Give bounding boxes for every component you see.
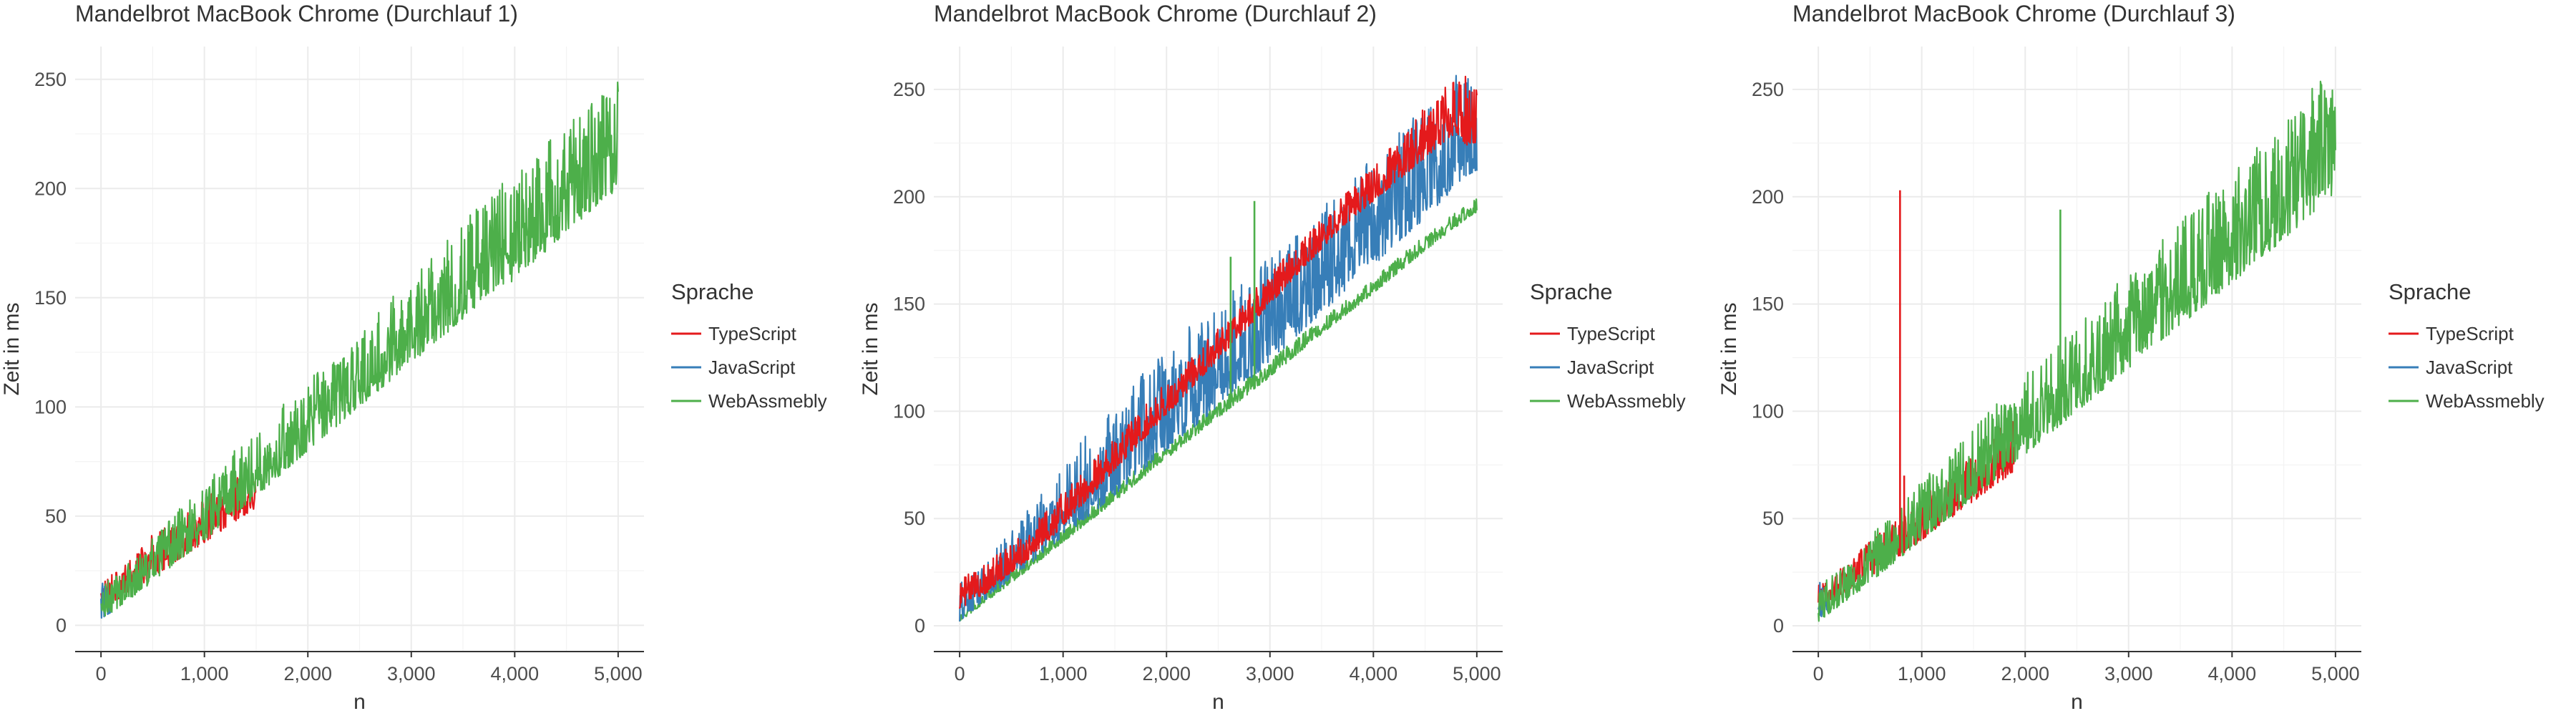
x-tick-label: 5,000 — [1453, 663, 1501, 684]
series-line-webassmebly — [100, 81, 619, 617]
chart-title: Mandelbrot MacBook Chrome (Durchlauf 1) — [75, 1, 518, 26]
x-tick-label: 4,000 — [1350, 663, 1398, 684]
chart-svg: Mandelbrot MacBook Chrome (Durchlauf 1) 0… — [0, 1, 827, 714]
x-tick-label: 2,000 — [283, 663, 332, 684]
legend-label-typescript: TypeScript — [2426, 323, 2514, 344]
y-tick-label: 0 — [1773, 615, 1784, 637]
x-tick-label: 4,000 — [491, 663, 540, 684]
y-tick-label: 0 — [56, 614, 67, 636]
legend-label-javascript: JavaScript — [708, 357, 796, 378]
chart-title: Mandelbrot MacBook Chrome (Durchlauf 2) — [934, 1, 1377, 26]
legend-label-javascript: JavaScript — [2426, 357, 2513, 378]
x-tick-label: 0 — [1813, 663, 1824, 684]
legend-title: Sprache — [1530, 279, 1612, 304]
y-tick-label: 50 — [45, 505, 67, 527]
y-tick-label: 50 — [904, 508, 925, 529]
chart-svg: Mandelbrot MacBook Chrome (Durchlauf 3) 0… — [1717, 1, 2545, 714]
x-tick-label: 0 — [955, 663, 965, 684]
legend-label-typescript: TypeScript — [708, 323, 797, 344]
y-tick-label: 250 — [34, 69, 67, 90]
legend: Sprache TypeScript JavaScript WebAssmebly — [1530, 279, 1686, 412]
legend-label-javascript: JavaScript — [1567, 357, 1654, 378]
x-tick-label: 5,000 — [2311, 663, 2360, 684]
x-tick-label: 5,000 — [594, 663, 643, 684]
panel-run-1: Mandelbrot MacBook Chrome (Durchlauf 1) 0… — [0, 0, 859, 716]
legend-title: Sprache — [671, 279, 753, 304]
x-tick-label: 0 — [96, 663, 107, 684]
legend-label-webassmebly: WebAssmebly — [708, 390, 827, 412]
chart-svg: Mandelbrot MacBook Chrome (Durchlauf 2) 0… — [859, 1, 1686, 714]
y-tick-label: 200 — [893, 186, 925, 208]
y-axis-title: Zeit in ms — [859, 302, 882, 395]
legend-label-typescript: TypeScript — [1567, 323, 1656, 344]
y-tick-label: 150 — [1752, 294, 1784, 315]
legend: Sprache TypeScript JavaScript WebAssmebly — [671, 279, 827, 412]
y-tick-label: 250 — [893, 79, 925, 100]
panel-run-2: Mandelbrot MacBook Chrome (Durchlauf 2) 0… — [859, 0, 1717, 716]
x-tick-label: 4,000 — [2208, 663, 2257, 684]
x-tick-label: 3,000 — [387, 663, 436, 684]
x-tick-label: 3,000 — [2104, 663, 2153, 684]
x-axis-title: n — [1212, 690, 1224, 714]
y-axis-title: Zeit in ms — [0, 302, 24, 395]
series-line-typescript — [959, 75, 1478, 609]
x-tick-label: 2,000 — [1142, 663, 1191, 684]
y-tick-label: 200 — [1752, 186, 1784, 208]
y-tick-label: 100 — [34, 396, 67, 417]
series-line-webassmebly — [959, 198, 1478, 622]
y-tick-label: 200 — [34, 178, 67, 199]
legend-label-webassmebly: WebAssmebly — [1567, 390, 1686, 412]
x-tick-label: 3,000 — [1246, 663, 1294, 684]
x-tick-label: 1,000 — [1039, 663, 1088, 684]
y-tick-label: 0 — [914, 615, 925, 637]
legend: Sprache TypeScript JavaScript WebAssmebly — [2389, 279, 2545, 412]
y-tick-label: 50 — [1762, 508, 1784, 529]
y-tick-label: 150 — [34, 287, 67, 309]
x-axis-title: n — [2071, 690, 2083, 714]
legend-title: Sprache — [2389, 279, 2471, 304]
panel-run-3: Mandelbrot MacBook Chrome (Durchlauf 3) 0… — [1717, 0, 2576, 716]
grid-lines — [75, 47, 644, 652]
y-tick-label: 250 — [1752, 79, 1784, 100]
y-tick-label: 100 — [893, 400, 925, 422]
x-tick-label: 1,000 — [180, 663, 229, 684]
chart-title: Mandelbrot MacBook Chrome (Durchlauf 3) — [1792, 1, 2235, 26]
y-tick-label: 150 — [893, 294, 925, 315]
y-axis-title: Zeit in ms — [1717, 302, 1741, 395]
y-tick-label: 100 — [1752, 400, 1784, 422]
x-axis-title: n — [353, 690, 366, 714]
legend-label-webassmebly: WebAssmebly — [2426, 390, 2545, 412]
x-tick-label: 1,000 — [1898, 663, 1946, 684]
x-tick-label: 2,000 — [2001, 663, 2049, 684]
